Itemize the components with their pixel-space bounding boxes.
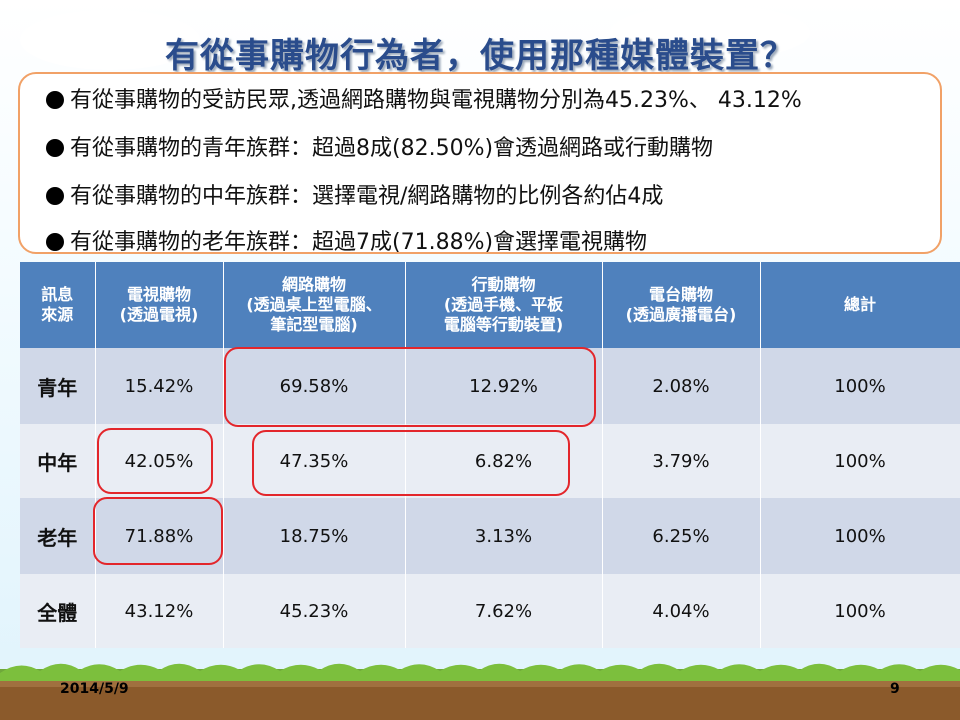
table-cell: 15.42% [95, 348, 224, 424]
table-cell: 12.92% [405, 348, 603, 424]
bullet-item: 有從事購物的老年族群：超過7成(71.88%)會選擇電視購物 [46, 224, 647, 256]
highlight-middle-online-mobile [252, 430, 570, 496]
cloud-decoration [20, 10, 200, 70]
header-source: 訊息 來源 [20, 262, 96, 348]
bullet-dot-icon [46, 187, 64, 205]
grass-ground-decoration [0, 663, 960, 720]
table-cell: 45.23% [223, 574, 406, 648]
row-label: 全體 [20, 574, 96, 648]
table-cell: 71.88% [95, 498, 224, 574]
table-row-all: 全體 43.12% 45.23% 7.62% 4.04% 100% [20, 574, 960, 648]
row-label: 老年 [20, 498, 96, 574]
table-cell: 4.04% [602, 574, 761, 648]
highlight-middle-tv [97, 428, 213, 494]
slide-title: 有從事購物行為者，使用那種媒體裝置？ [165, 36, 795, 76]
table-cell: 100% [760, 348, 960, 424]
header-tv-shopping: 電視購物 (透過電視) [95, 262, 224, 348]
row-label: 青年 [20, 348, 96, 424]
table-row-youth: 青年 15.42% 69.58% 12.92% 2.08% 100% [20, 348, 960, 424]
table-cell: 100% [760, 574, 960, 648]
bullet-dot-icon [46, 139, 64, 157]
table-header-row: 訊息 來源 電視購物 (透過電視) 網路購物 (透過桌上型電腦、 筆記型電腦) 行動購物… [20, 262, 960, 348]
table-cell: 100% [760, 424, 960, 498]
header-total: 總計 [760, 262, 960, 348]
table-cell: 100% [760, 498, 960, 574]
bullet-dot-icon [46, 233, 64, 251]
page-number: 9 [890, 681, 900, 697]
table-cell: 2.08% [602, 348, 761, 424]
highlight-youth-online-mobile [224, 347, 596, 427]
header-mobile-shopping: 行動購物 (透過手機、平板 電腦等行動裝置) [405, 262, 603, 348]
header-radio-shopping: 電台購物 (透過廣播電台) [602, 262, 761, 348]
bullet-item: 有從事購物的中年族群：選擇電視/網路購物的比例各約佔4成 [46, 178, 663, 210]
highlight-senior-tv [93, 497, 223, 565]
table-cell: 18.75% [223, 498, 406, 574]
table-cell: 3.13% [405, 498, 603, 574]
table-cell: 3.79% [602, 424, 761, 498]
cloud-decoration [610, 5, 810, 60]
table-row-middle-age: 中年 42.05% 47.35% 6.82% 3.79% 100% [20, 424, 960, 498]
table-cell: 43.12% [95, 574, 224, 648]
footer-date: 2014/5/9 [60, 681, 129, 697]
shopping-media-table: 訊息 來源 電視購物 (透過電視) 網路購物 (透過桌上型電腦、 筆記型電腦) 行動購物… [20, 262, 960, 648]
bullet-dot-icon [46, 91, 64, 109]
row-label: 中年 [20, 424, 96, 498]
table-cell: 6.25% [602, 498, 761, 574]
header-online-shopping: 網路購物 (透過桌上型電腦、 筆記型電腦) [223, 262, 406, 348]
summary-box: 有從事購物的受訪民眾,透過網路購物與電視購物分別為45.23%、 43.12% … [18, 72, 942, 256]
table-row-senior: 老年 71.88% 18.75% 3.13% 6.25% 100% [20, 498, 960, 574]
bullet-item: 有從事購物的受訪民眾,透過網路購物與電視購物分別為45.23%、 43.12% [46, 82, 802, 114]
bullet-item: 有從事購物的青年族群：超過8成(82.50%)會透過網路或行動購物 [46, 130, 713, 162]
table-cell: 69.58% [223, 348, 406, 424]
table-cell: 7.62% [405, 574, 603, 648]
